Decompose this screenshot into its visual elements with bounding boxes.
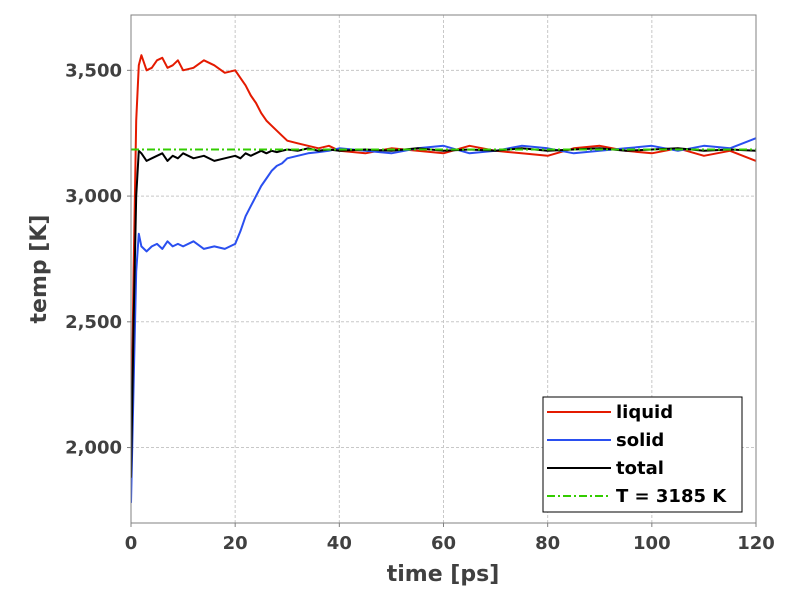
x-axis-ticks: 0 20 40 60 80 100 120	[125, 523, 775, 554]
series-line-total	[131, 147, 756, 478]
x-tick-label: 60	[431, 533, 456, 554]
x-axis-label: time [ps]	[387, 562, 500, 587]
y-axis-label: temp [K]	[27, 215, 52, 324]
plot-area	[131, 54, 756, 503]
legend-label: total	[616, 458, 664, 479]
y-tick-label: 2,500	[65, 312, 122, 333]
x-tick-label: 100	[633, 533, 671, 554]
legend: liquid solid total T = 3185 K	[542, 396, 743, 513]
y-tick-label: 3,500	[65, 60, 122, 81]
x-tick-label: 120	[737, 533, 775, 554]
series-line-liquid	[131, 54, 756, 461]
legend-label: solid	[616, 430, 664, 451]
y-tick-label: 2,000	[65, 438, 122, 459]
legend-box	[542, 396, 743, 513]
series-line-solid	[131, 137, 756, 503]
y-axis-ticks: 2,000 2,500 3,000 3,500	[65, 60, 131, 459]
legend-label: T = 3185 K	[616, 486, 727, 507]
x-tick-label: 20	[223, 533, 248, 554]
x-tick-label: 0	[125, 533, 138, 554]
series-layer	[131, 54, 756, 503]
x-tick-label: 40	[327, 533, 352, 554]
x-tick-label: 80	[535, 533, 560, 554]
y-tick-label: 3,000	[65, 186, 122, 207]
legend-label: liquid	[616, 402, 673, 423]
